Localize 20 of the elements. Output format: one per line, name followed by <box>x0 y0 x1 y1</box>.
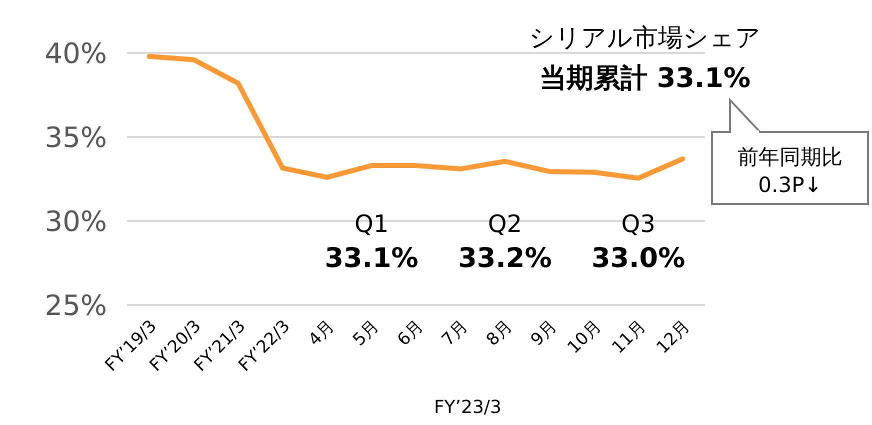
x-tick-label: 9月 <box>527 316 561 350</box>
x-tick-label: 4月 <box>304 316 339 350</box>
annotation: Q3 33.0% <box>591 210 686 274</box>
chart-subtitle: 当期累計 33.1% <box>539 63 751 94</box>
x-axis-title: FY’23/3 <box>434 397 502 418</box>
chart-title: シリアル市場シェア <box>529 23 761 52</box>
x-tick-label: 10月 <box>564 316 606 358</box>
x-tick-label: 11月 <box>608 316 650 358</box>
y-tick-label: 35% <box>44 121 107 154</box>
text: 前年同期比 0.3P↓ <box>738 145 842 197</box>
y-tick-label: 25% <box>44 289 107 322</box>
x-tick-label: 7月 <box>438 316 472 350</box>
y-tick-label: 40% <box>44 37 107 70</box>
annotation: Q1 33.1% <box>324 210 418 274</box>
y-tick-label: 30% <box>44 205 107 238</box>
x-tick-label: 8月 <box>482 316 516 350</box>
x-tick-label: 6月 <box>394 316 428 350</box>
x-tick-label: 12月 <box>652 316 694 358</box>
x-tick-label: 5月 <box>349 316 384 350</box>
annotation: Q2 33.2% <box>458 210 552 274</box>
